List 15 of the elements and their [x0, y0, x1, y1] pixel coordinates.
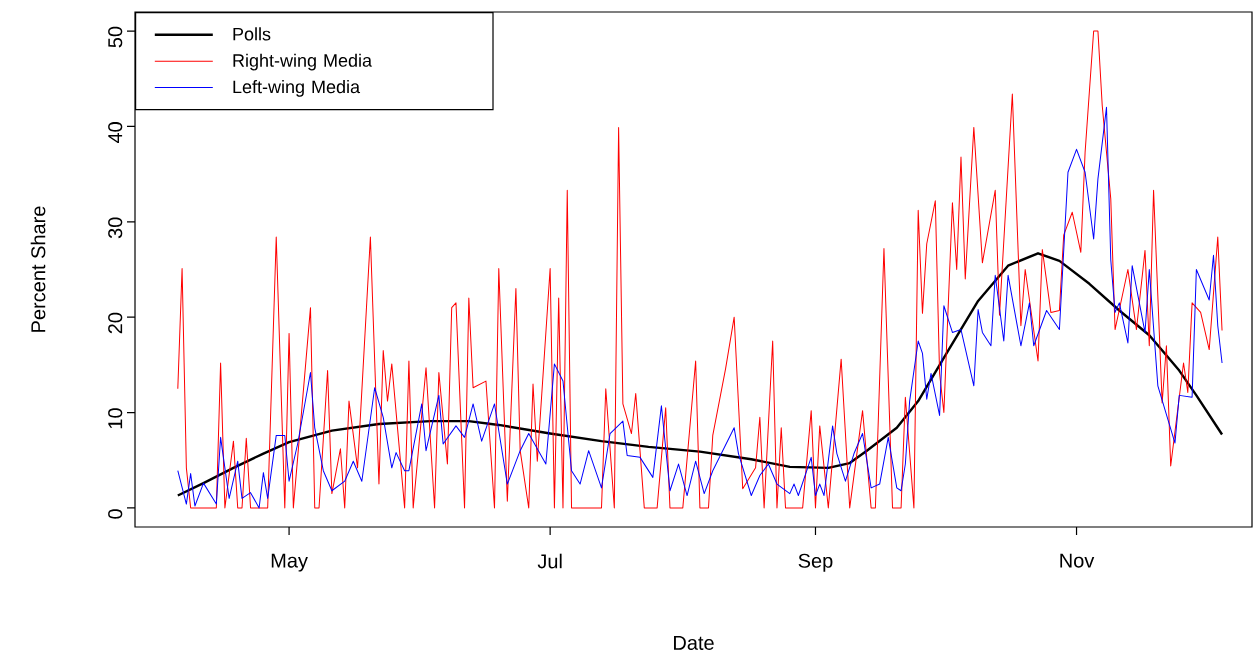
y-axis-title: Percent Share: [30, 206, 46, 332]
y-tick-label: 50: [108, 26, 123, 48]
x-tick-label: Jul: [537, 553, 562, 569]
y-tick-label: 10: [108, 408, 123, 429]
legend-label: Polls: [233, 27, 271, 41]
legend-label: Left-wing Media: [233, 80, 361, 97]
y-tick-label: 20: [108, 312, 123, 334]
x-axis-title: Date: [674, 635, 714, 650]
x-tick-label: Nov: [1060, 553, 1095, 568]
y-tick-label: 40: [108, 122, 123, 144]
y-tick-label: 30: [108, 217, 123, 239]
y-tick-label: 0: [108, 509, 123, 519]
x-tick-label: May: [271, 553, 308, 572]
legend-label: Right-wing Media: [233, 53, 373, 71]
x-tick-label: Sep: [798, 553, 833, 572]
